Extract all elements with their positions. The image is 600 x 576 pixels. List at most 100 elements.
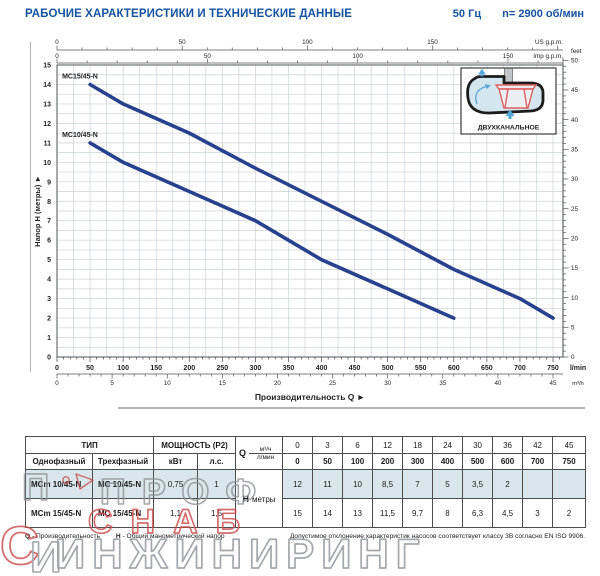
q-note-label: Q bbox=[25, 533, 31, 540]
q-m3h-value: 0 bbox=[282, 436, 314, 454]
head-value: 13 bbox=[342, 498, 374, 528]
x-tick-impgpm: 150 bbox=[503, 53, 514, 60]
q-unit-m3h: м³/ч bbox=[249, 446, 282, 454]
head-value: 4,5 bbox=[492, 498, 524, 528]
frequency-speed: 50 Гц n= 2900 об/мин bbox=[453, 8, 584, 20]
q-m3h-value: 24 bbox=[432, 436, 464, 454]
grid bbox=[57, 65, 563, 357]
h-unit: метры bbox=[251, 494, 276, 504]
y-unit-feet: feet bbox=[571, 48, 582, 55]
q-lmin-value: 500 bbox=[462, 453, 494, 470]
y-tick-meters: 13 bbox=[43, 101, 51, 108]
x-tick-lmin: 450 bbox=[349, 365, 361, 372]
x-tick-m3h: 15 bbox=[219, 380, 226, 387]
q-lmin-value: 600 bbox=[492, 453, 524, 470]
x-tick-lmin: 500 bbox=[382, 365, 394, 372]
y-tick-meters: 7 bbox=[47, 218, 51, 225]
x-tick-lmin: 200 bbox=[183, 365, 195, 372]
x-tick-lmin: 400 bbox=[316, 365, 328, 372]
x-tick-usgpm: 50 bbox=[179, 39, 187, 46]
head-value: 12 bbox=[282, 469, 314, 499]
y-tick-meters: 3 bbox=[47, 296, 51, 303]
y-tick-feet: 40 bbox=[571, 117, 579, 124]
inset-label: ДВУХКАНАЛЬНОЕ bbox=[478, 125, 540, 132]
head-value bbox=[552, 469, 587, 499]
y-tick-meters: 8 bbox=[47, 199, 51, 206]
q-lmin-value: 750 bbox=[552, 453, 587, 470]
y-tick-meters: 11 bbox=[44, 140, 52, 147]
head-value: 8 bbox=[432, 498, 464, 528]
head-value: 14 bbox=[312, 498, 344, 528]
x-tick-m3h: 10 bbox=[164, 380, 171, 387]
head-value: 10 bbox=[342, 469, 374, 499]
curve-MC15/45-N bbox=[88, 82, 555, 320]
frequency-label: 50 Гц bbox=[452, 8, 482, 20]
x-tick-lmin: 350 bbox=[283, 365, 295, 372]
y-tick-meters: 6 bbox=[47, 238, 51, 245]
header-kw: кВт bbox=[153, 453, 199, 470]
q-m3h-value: 3 bbox=[312, 436, 344, 454]
y-tick-meters: 14 bbox=[43, 82, 51, 89]
header-power: МОЩНОСТЬ (P2) bbox=[153, 436, 237, 454]
head-value: 3 bbox=[522, 498, 554, 528]
x-tick-impgpm: 100 bbox=[352, 53, 363, 60]
x-tick-lmin: 0 bbox=[55, 365, 59, 372]
x-unit-m3h: m³/h bbox=[572, 381, 584, 387]
h-symbol: H bbox=[242, 493, 249, 504]
x-tick-lmin: 150 bbox=[150, 365, 162, 372]
y-tick-meters: 5 bbox=[47, 257, 51, 264]
legend-note: Q - Производительность H - Общий маномет… bbox=[25, 533, 225, 540]
q-m3h-value: 36 bbox=[492, 436, 524, 454]
tolerance-note: Допустимое отклонение характеристик насо… bbox=[289, 533, 585, 540]
y-tick-meters: 12 bbox=[43, 121, 51, 128]
y-tick-feet: 45 bbox=[571, 87, 579, 94]
head-value: 2 bbox=[552, 498, 587, 528]
q-lmin-value: 700 bbox=[522, 453, 554, 470]
x-unit-usgpm: US g.p.m. bbox=[535, 39, 563, 46]
q-m3h-value: 18 bbox=[402, 436, 434, 454]
x-tick-usgpm: 0 bbox=[55, 39, 59, 46]
y-tick-meters: 15 bbox=[43, 62, 51, 69]
h-note-label: H bbox=[115, 533, 121, 540]
x-tick-m3h: 30 bbox=[384, 380, 391, 387]
x-tick-m3h: 40 bbox=[494, 380, 501, 387]
header-type: ТИП bbox=[24, 436, 155, 454]
type-single-phase: MCm 15/45-N bbox=[25, 498, 93, 528]
q-m3h-value: 30 bbox=[462, 436, 494, 454]
head-value: 11,5 bbox=[372, 498, 404, 528]
header-single-phase: Однофазный bbox=[25, 453, 93, 470]
y-tick-meters: 0 bbox=[47, 355, 51, 362]
q-note-text: - Производительность bbox=[31, 533, 101, 540]
x-tick-lmin: 250 bbox=[216, 365, 228, 372]
y-tick-feet: 5 bbox=[571, 325, 575, 332]
curve-label-MC15/45-N: MC15/45-N bbox=[62, 73, 98, 80]
q-lmin-value: 50 bbox=[312, 453, 344, 470]
type-single-phase: MCm 10/45-N bbox=[25, 469, 93, 499]
x-tick-lmin: 300 bbox=[250, 365, 262, 372]
h-note-text: - Общий манометрический напор bbox=[122, 533, 225, 540]
y-tick-meters: 4 bbox=[47, 277, 51, 284]
q-m3h-value: 42 bbox=[522, 436, 554, 454]
y-tick-feet: 50 bbox=[571, 58, 579, 65]
power-hp-value: 1 bbox=[197, 469, 237, 499]
x-tick-lmin: 600 bbox=[448, 365, 460, 372]
y-tick-meters: 9 bbox=[47, 179, 51, 186]
y-tick-feet: 30 bbox=[571, 176, 579, 183]
y-tick-feet: 25 bbox=[571, 206, 579, 213]
x-tick-m3h: 20 bbox=[274, 380, 281, 387]
y-tick-feet: 0 bbox=[571, 354, 575, 361]
q-lmin-value: 400 bbox=[432, 453, 464, 470]
q-m3h-value: 45 bbox=[552, 436, 587, 454]
x-tick-m3h: 35 bbox=[439, 380, 446, 387]
q-unit-lmin: л/мин bbox=[256, 453, 275, 461]
x-tick-lmin: 550 bbox=[415, 365, 427, 372]
speed-label: n= 2900 об/мин bbox=[502, 8, 584, 20]
q-lmin-value: 0 bbox=[282, 453, 314, 470]
y-tick-meters: 2 bbox=[47, 316, 51, 323]
header-hp: л.с. bbox=[197, 453, 237, 470]
head-value: 15 bbox=[282, 498, 314, 528]
impeller-inset: ДВУХКАНАЛЬНОЕ bbox=[460, 67, 557, 135]
